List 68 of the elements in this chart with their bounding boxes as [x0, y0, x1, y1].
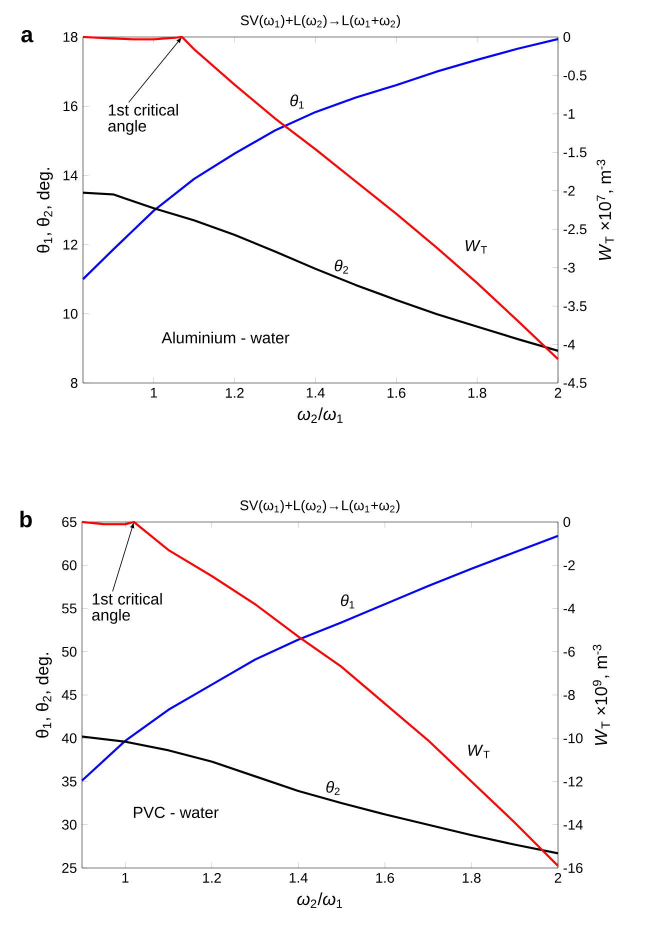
annotation: 1st critical angle: [108, 104, 178, 135]
y2-tick-label: -4: [564, 340, 575, 350]
series-label: W$_{T}$: [468, 744, 490, 758]
x-tick-label: 1.6: [376, 872, 394, 883]
chart-title: SV(ω$_{1}$)+L(ω$_{2}$)→L(ω$_{1}$+ω$_{2}$): [240, 500, 400, 514]
x-axis-title: ω$_{2}$/ω$_{1}$: [297, 892, 342, 908]
y2-tick-label: -2: [564, 560, 575, 570]
x-tick-label: 1: [122, 872, 128, 883]
y-tick-label: 60: [62, 560, 77, 570]
y2-tick-label: 0: [563, 517, 570, 527]
y-tick-label: 55: [62, 604, 76, 614]
y-tick-label: 40: [62, 733, 77, 744]
y-axis-title: θ$_{1}$, θ$_{2}$, deg.: [36, 168, 53, 253]
y-tick-label: 25: [62, 863, 76, 873]
text: a: [21, 30, 34, 42]
y-tick-label: 45: [62, 690, 76, 700]
y2-tick-label: -4: [564, 604, 575, 614]
x-tick-label: 2: [554, 872, 562, 883]
x-axis-title: ω$_{2}$/ω$_{1}$: [298, 407, 343, 423]
y2-tick-label: -0.5: [564, 70, 586, 80]
x-tick-label: 2: [554, 388, 562, 398]
chart-title: SV(ω$_{1}$)+L(ω$_{2}$)→L(ω$_{1}$+ω$_{2}$): [240, 15, 400, 28]
y-tick-label: 10: [64, 308, 78, 319]
y2-tick-label: -1: [564, 109, 575, 119]
y2-tick-label: -1.5: [564, 147, 586, 158]
x-tick-label: 1.4: [290, 872, 308, 883]
y-axis-title: θ$_{1}$, θ$_{2}$, deg.: [36, 653, 52, 738]
x-tick-label: 1.2: [226, 388, 244, 398]
y2-tick-label: -3: [564, 262, 575, 273]
y-tick-label: 35: [62, 776, 76, 786]
x-tick-label: 1.2: [203, 872, 221, 883]
series-label: θ$_{2}$: [326, 781, 340, 796]
y2-axis-title: W$_{T}$ ×10$^{9}$, m$^{-3}$: [592, 644, 610, 745]
series-label: θ$_{1}$: [340, 594, 354, 608]
x-tick-label: 1: [150, 388, 157, 398]
y2-tick-label: -8: [564, 690, 575, 700]
y2-tick-label: -10: [564, 733, 583, 744]
y2-tick-label: -3.5: [564, 301, 586, 312]
x-tick-label: 1.8: [468, 388, 486, 398]
y-tick-label: 8: [70, 378, 78, 388]
y2-tick-label: -14: [564, 820, 583, 830]
y2-tick-label: -16: [564, 863, 583, 873]
series-label: θ$_{1}$: [290, 94, 304, 109]
y-tick-label: 50: [62, 646, 77, 657]
x-tick-label: 1.8: [462, 872, 481, 883]
y-tick-label: 30: [62, 820, 77, 830]
y2-tick-label: -12: [564, 776, 582, 786]
y-tick-label: 65: [62, 517, 76, 527]
series-label: θ$_{2}$: [334, 260, 348, 274]
x-tick-label: 1.6: [388, 388, 406, 398]
y-tick-label: 18: [64, 32, 78, 42]
y-tick-label: 14: [64, 170, 78, 180]
y2-tick-label: -6: [564, 646, 575, 657]
annotation: 1st critical angle: [92, 592, 162, 624]
series-label: W$_{T}$: [466, 240, 487, 254]
line-series: [80, 534, 560, 782]
y2-tick-label: 0: [563, 32, 570, 42]
y-tick-label: 16: [64, 101, 78, 112]
annotation: Aluminium - water: [162, 332, 290, 344]
y2-tick-label: -2: [564, 186, 575, 196]
text: b: [20, 510, 32, 528]
y2-tick-label: -4.5: [564, 378, 586, 388]
y-tick-label: 12: [64, 240, 78, 250]
x-tick-label: 1.4: [306, 388, 325, 398]
y2-tick-label: -2.5: [564, 224, 586, 234]
annotation: PVC - water: [134, 806, 219, 818]
line-series: [80, 520, 560, 867]
y2-axis-title: W$_{T}$ ×10$^{7}$, m$^{-3}$: [596, 160, 614, 260]
